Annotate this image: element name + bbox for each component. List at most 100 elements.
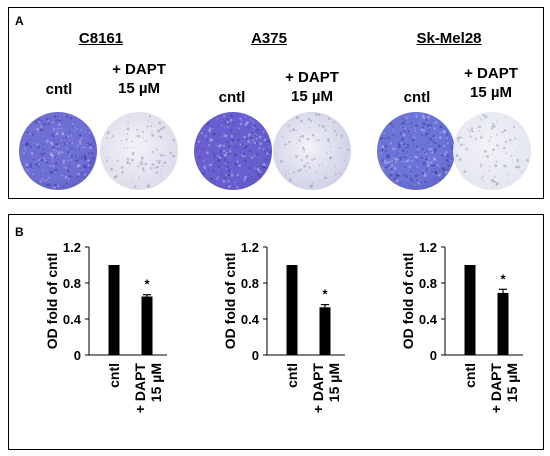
treated-label-a375: + DAPT 15 µM — [285, 69, 339, 105]
colony-speckle — [483, 180, 485, 182]
colony-speckle — [480, 177, 482, 179]
colony-speckle — [412, 160, 415, 162]
bar — [319, 307, 331, 355]
colony-speckle — [110, 138, 112, 140]
colony-speckle — [81, 153, 83, 155]
colony-speckle — [227, 174, 230, 177]
y-tick-label: 0.4 — [63, 312, 82, 327]
colony-speckle — [223, 127, 225, 129]
colony-speckle — [83, 166, 85, 169]
bar — [286, 265, 298, 355]
colony-speckle — [47, 176, 50, 179]
colony-speckle — [68, 115, 71, 118]
colony-speckle — [495, 160, 498, 163]
colony-speckle — [248, 166, 252, 170]
colony-speckle — [393, 177, 396, 181]
colony-speckle — [126, 158, 130, 161]
colony-speckle — [218, 124, 220, 126]
colony-speckle — [423, 153, 424, 155]
colony-speckle — [241, 155, 245, 158]
colony-speckle — [420, 156, 423, 159]
colony-speckle — [405, 175, 408, 178]
colony-speckle — [395, 173, 399, 177]
colony-speckle — [252, 132, 255, 134]
colony-speckle — [52, 116, 54, 118]
colony-speckle — [162, 165, 164, 167]
colony-speckle — [57, 118, 60, 121]
colony-speckle — [56, 130, 59, 132]
y-tick-label: 0 — [74, 348, 81, 363]
colony-speckle — [315, 171, 318, 173]
colony-speckle — [108, 143, 110, 144]
colony-speckle — [202, 172, 206, 175]
colony-speckle — [428, 118, 430, 120]
colony-speckle — [262, 138, 264, 140]
colony-speckle — [288, 178, 292, 182]
colony-speckle — [413, 129, 416, 132]
colony-speckle — [84, 156, 87, 160]
colony-speckle — [206, 122, 210, 126]
colony-speckle — [283, 143, 286, 146]
colony-speckle — [471, 130, 474, 133]
colony-dish-control-a375 — [194, 112, 272, 190]
x-category-label: + DAPT — [310, 363, 326, 414]
colony-speckle — [106, 159, 108, 162]
colony-speckle — [40, 158, 44, 162]
colony-speckle — [386, 155, 390, 159]
colony-speckle — [244, 116, 247, 118]
colony-speckle — [439, 131, 441, 133]
colony-speckle — [81, 124, 83, 126]
colony-speckle — [54, 184, 57, 187]
colony-speckle — [161, 173, 163, 175]
colony-speckle — [490, 135, 492, 138]
colony-speckle — [402, 133, 406, 137]
colony-dish-control-c8161 — [19, 112, 97, 190]
colony-speckle — [210, 177, 214, 181]
colony-speckle — [83, 154, 87, 158]
colony-speckle — [276, 152, 278, 154]
y-tick-label: 0.4 — [241, 312, 260, 327]
colony-speckle — [242, 135, 245, 138]
colony-speckle — [50, 122, 52, 124]
colony-speckle — [36, 127, 40, 131]
y-axis-label: OD fold of cntl — [400, 253, 416, 349]
colony-speckle — [209, 163, 213, 167]
colony-speckle — [228, 169, 232, 173]
colony-speckle — [325, 171, 327, 173]
colony-speckle — [443, 145, 446, 148]
colony-speckle — [415, 170, 417, 172]
colony-speckle — [253, 121, 255, 124]
y-axis-label: OD fold of cntl — [222, 253, 238, 349]
colony-speckle — [227, 153, 230, 155]
colony-speckle — [321, 125, 325, 128]
colony-speckle — [136, 128, 139, 131]
colony-speckle — [496, 144, 499, 147]
colony-speckle — [92, 157, 95, 160]
colony-speckle — [230, 174, 234, 177]
colony-speckle — [66, 169, 70, 173]
colony-speckle — [222, 179, 226, 183]
colony-speckle — [300, 119, 303, 123]
colony-speckle — [318, 113, 321, 117]
colony-speckle — [230, 170, 233, 173]
colony-speckle — [134, 147, 136, 149]
colony-speckle — [49, 140, 50, 142]
colony-speckle — [54, 156, 57, 159]
colony-speckle — [281, 135, 284, 138]
colony-speckle — [420, 182, 422, 185]
colony-speckle — [240, 120, 243, 122]
colony-speckle — [42, 143, 44, 145]
colony-speckle — [415, 179, 418, 181]
colony-speckle — [245, 153, 247, 155]
colony-speckle — [126, 147, 129, 150]
colony-speckle — [413, 130, 415, 132]
colony-speckle — [228, 185, 231, 189]
colony-speckle — [221, 174, 223, 177]
colony-speckle — [225, 173, 228, 176]
colony-speckle — [432, 134, 436, 138]
colony-speckle — [196, 149, 198, 152]
colony-speckle — [411, 138, 415, 142]
significance-marker: * — [322, 287, 328, 302]
colony-speckle — [77, 163, 81, 167]
colony-speckle — [458, 157, 462, 161]
